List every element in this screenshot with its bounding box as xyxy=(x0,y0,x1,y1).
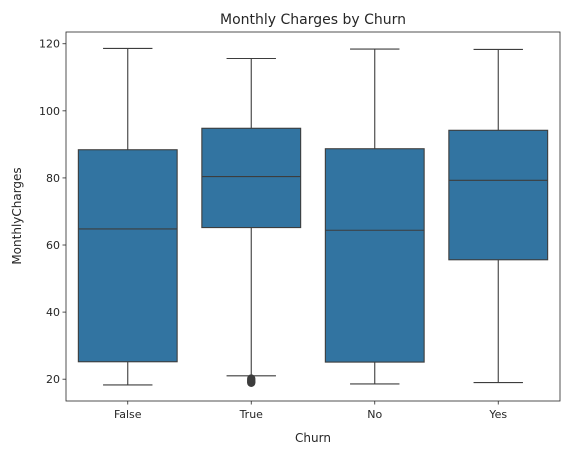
y-tick-label: 120 xyxy=(39,38,60,51)
x-tick-label: Yes xyxy=(488,408,507,421)
x-axis: False True No Yes xyxy=(114,401,507,421)
y-axis: 20 40 60 80 100 120 xyxy=(39,38,66,386)
box-true xyxy=(201,57,302,387)
box-false xyxy=(77,47,178,386)
iqr-box xyxy=(77,149,178,363)
box-no xyxy=(324,48,425,385)
iqr-box xyxy=(201,127,302,229)
y-axis-label: MonthlyCharges xyxy=(10,167,24,264)
chart-title: Monthly Charges by Churn xyxy=(220,12,406,28)
x-tick-label: No xyxy=(367,408,382,421)
y-tick-label: 60 xyxy=(46,239,60,252)
iqr-box xyxy=(324,148,425,363)
y-tick-label: 100 xyxy=(39,105,60,118)
y-tick-label: 40 xyxy=(46,306,60,319)
y-tick-label: 20 xyxy=(46,373,60,386)
plot-frame xyxy=(65,31,561,402)
plot-area xyxy=(77,47,549,387)
x-tick-label: True xyxy=(239,408,264,421)
y-tick-label: 80 xyxy=(46,172,60,185)
x-tick-label: False xyxy=(114,408,142,421)
outlier-point xyxy=(247,374,256,383)
box-yes xyxy=(448,48,549,384)
x-axis-label: Churn xyxy=(295,431,331,445)
iqr-box xyxy=(448,129,549,261)
